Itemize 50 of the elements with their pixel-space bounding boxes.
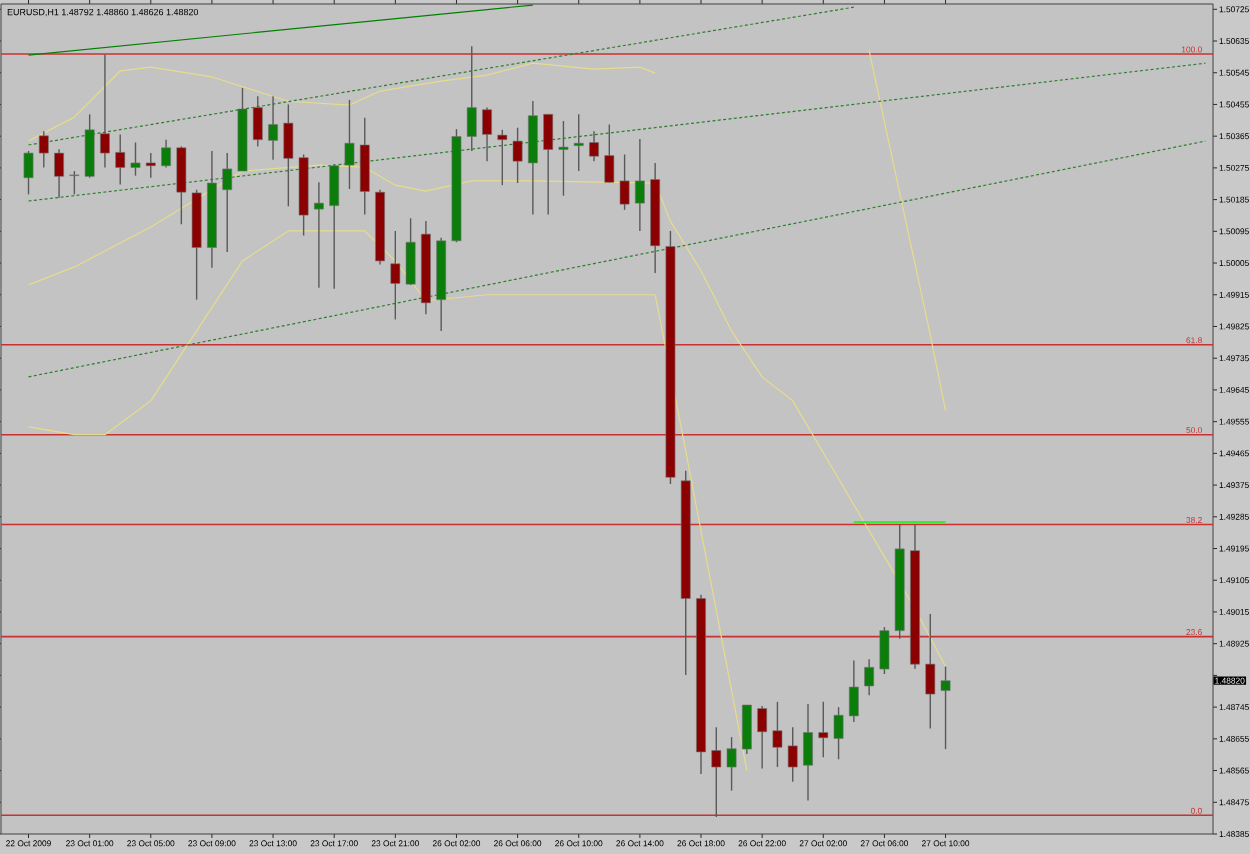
candlestick <box>482 106 492 162</box>
line-series <box>27 230 748 772</box>
candlestick <box>115 133 126 186</box>
candlestick <box>925 613 936 730</box>
candlestick <box>145 152 156 179</box>
candlestick <box>69 170 80 196</box>
candlestick <box>390 230 401 321</box>
candlestick <box>787 726 798 783</box>
candlestick <box>176 145 187 225</box>
candlestick <box>573 113 584 172</box>
candlestick <box>268 95 278 161</box>
candlestick <box>711 726 722 818</box>
line-series <box>868 49 947 412</box>
candlestick <box>130 141 141 177</box>
candlestick <box>283 103 294 207</box>
candlestick <box>100 53 110 169</box>
candlestick <box>359 117 370 216</box>
candlestick <box>848 659 859 723</box>
candlestick <box>222 152 233 253</box>
candlestick <box>329 163 340 290</box>
candlestick <box>54 148 64 199</box>
candlestick <box>23 150 34 196</box>
candlestick <box>864 658 875 696</box>
candlestick <box>528 100 538 216</box>
candlestick <box>879 626 890 675</box>
line-series <box>27 62 656 142</box>
candlestick <box>940 665 951 750</box>
candlestick <box>512 127 523 184</box>
candlestick <box>741 704 752 755</box>
candlestick <box>757 705 768 770</box>
candlestick <box>772 701 783 768</box>
candlestick <box>161 138 171 169</box>
candlestick <box>314 181 324 289</box>
candlestick <box>803 703 813 802</box>
candlestick <box>466 45 477 152</box>
candlestick <box>558 120 569 197</box>
candlestick <box>634 138 645 232</box>
candlestick <box>604 123 615 184</box>
candlestick <box>589 130 599 162</box>
candlestick <box>344 99 355 190</box>
candlestick <box>38 130 49 169</box>
candlestick <box>833 706 844 760</box>
candlestick <box>619 153 630 211</box>
candlestick <box>84 113 95 179</box>
candlestick <box>405 217 416 286</box>
candlestick <box>726 736 737 792</box>
candlestick <box>543 113 554 216</box>
candlestick <box>497 129 508 186</box>
candlestick <box>818 701 829 758</box>
candlestick <box>252 95 263 148</box>
